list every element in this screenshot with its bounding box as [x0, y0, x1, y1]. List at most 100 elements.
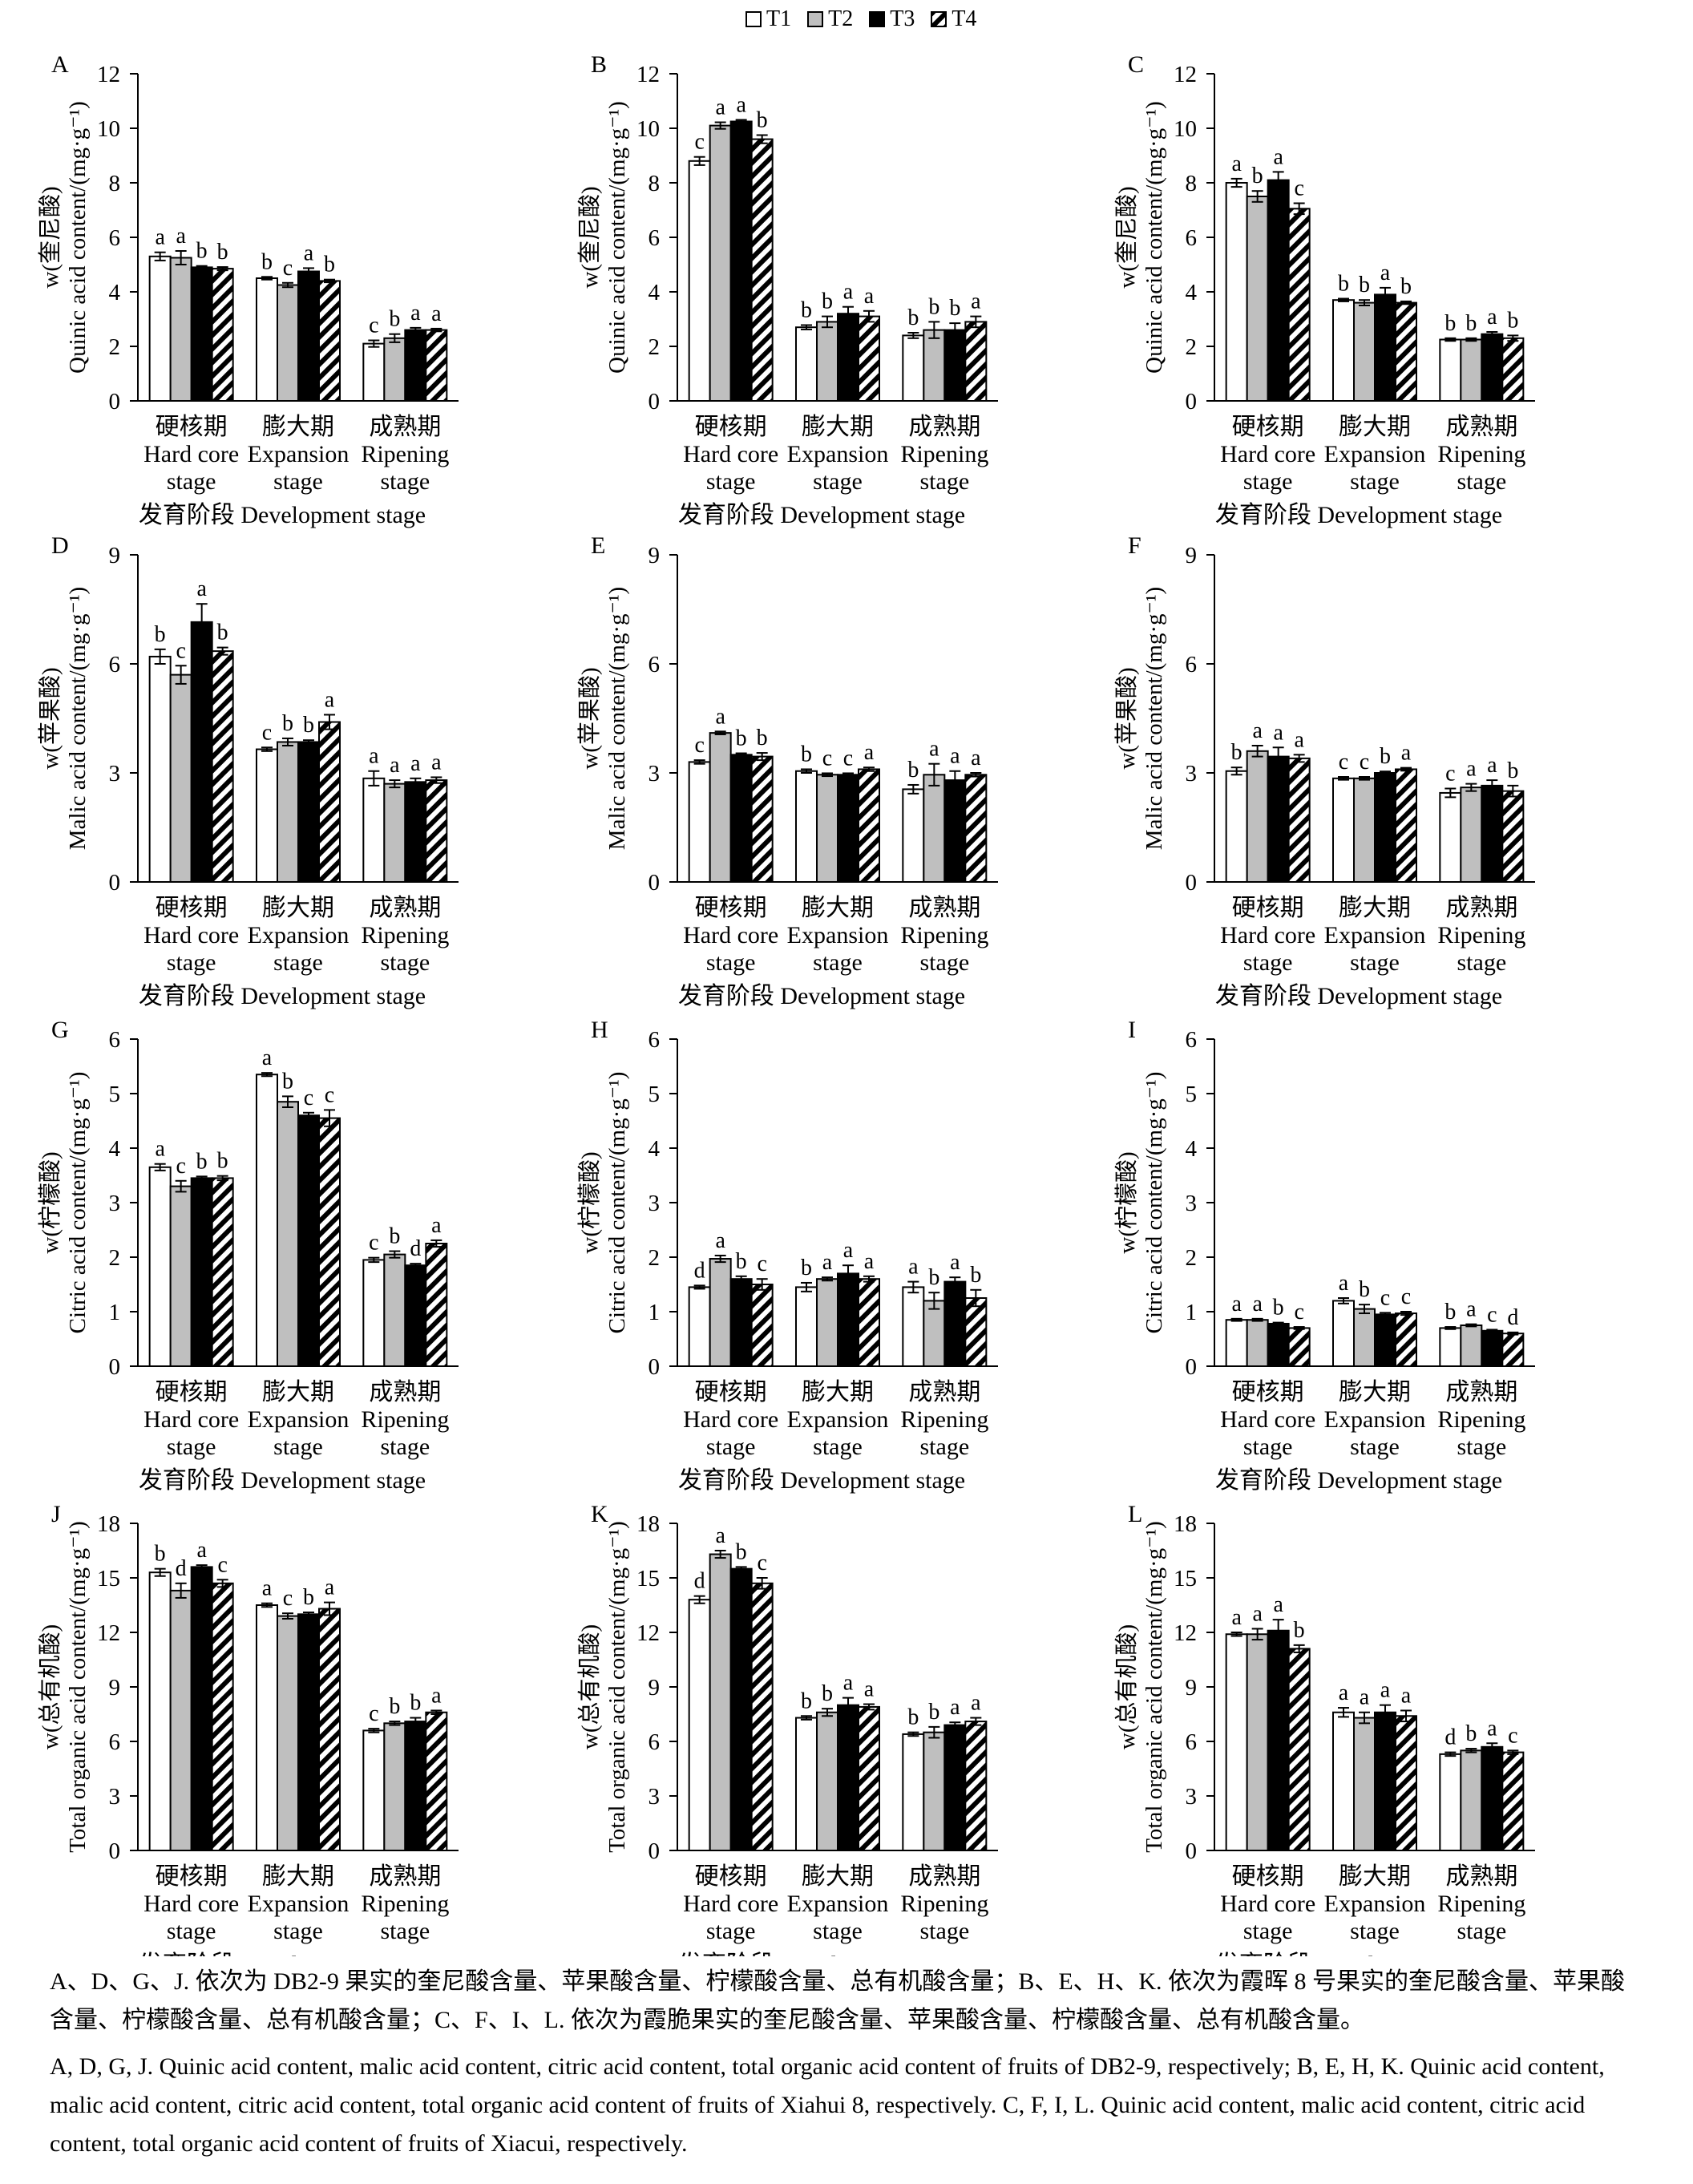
significance-letter: a: [155, 225, 165, 250]
bar-t2: [1353, 301, 1376, 402]
bar-t1: [902, 788, 925, 884]
y-tick-label: 12: [636, 1620, 660, 1646]
y-axis-label-cn: w(柠檬酸): [576, 1151, 603, 1253]
panel-letter: D: [51, 532, 69, 559]
bar-t2: [1460, 338, 1483, 402]
category-label-en: Ripening: [361, 441, 449, 467]
significance-letter: c: [217, 1552, 227, 1577]
bar-t2: [383, 783, 406, 883]
category-label-cn: 成熟期: [369, 1863, 441, 1890]
y-tick-label: 12: [97, 62, 120, 87]
category-label-en: Expansion: [787, 441, 889, 467]
panel-j: J 0 3 6 9 12 15 18 w(总有机酸) Total organic acid con…: [37, 1501, 459, 1956]
category-label-stage: stage: [381, 1434, 430, 1460]
bar-t2: [923, 774, 946, 883]
significance-letter: a: [431, 301, 442, 326]
significance-letter: a: [971, 1691, 981, 1716]
significance-letter: b: [1445, 311, 1456, 336]
bar-t3: [837, 1272, 859, 1368]
panel-letter: C: [1128, 51, 1144, 78]
y-axis-label-cn: w(总有机酸): [37, 1624, 63, 1749]
significance-letter: a: [1231, 1605, 1242, 1630]
significance-letter: b: [410, 1691, 421, 1716]
y-tick-label: 4: [1186, 1136, 1198, 1162]
significance-letter: b: [303, 713, 314, 738]
significance-letter: c: [1339, 750, 1348, 775]
significance-letter: a: [1360, 1685, 1370, 1710]
bar-t1: [256, 748, 278, 883]
bar-t1: [362, 1729, 386, 1851]
significance-letter: b: [1507, 308, 1518, 333]
category-label-stage: stage: [381, 1918, 430, 1944]
significance-letter: b: [801, 297, 812, 322]
y-axis-label-en: Quinic acid content/(mg·g⁻¹): [604, 101, 630, 374]
significance-letter: b: [757, 726, 768, 750]
bar-t4: [211, 1177, 234, 1368]
significance-letter: b: [389, 1694, 400, 1719]
category-label-cn: 硬核期: [1232, 895, 1304, 921]
significance-letter: b: [1294, 1618, 1305, 1643]
significance-letter: a: [1339, 1680, 1349, 1705]
bar-t1: [1225, 1633, 1248, 1852]
bar-t3: [190, 266, 213, 402]
legend-swatch-t1: [745, 11, 762, 27]
significance-letter: b: [801, 1256, 812, 1280]
significance-letter: b: [907, 1705, 919, 1730]
y-tick-label: 2: [109, 1245, 121, 1271]
legend-item-t4: T4: [931, 6, 976, 32]
legend-swatch-t2: [807, 11, 824, 27]
significance-letter: a: [950, 744, 960, 769]
bar-t1: [1439, 338, 1462, 402]
significance-letter: b: [217, 1149, 228, 1174]
significance-letter: a: [176, 224, 186, 249]
significance-letter: c: [176, 638, 185, 663]
category-label-en: Hard core: [143, 441, 239, 467]
category-label-en: Hard core: [143, 1406, 239, 1433]
bar-t1: [1332, 299, 1355, 402]
bar-t3: [729, 754, 753, 883]
significance-letter: b: [928, 1700, 939, 1725]
significance-letter: a: [1231, 1292, 1242, 1316]
significance-letter: b: [261, 249, 273, 274]
bar-t2: [277, 741, 299, 884]
category-label-cn: 成熟期: [1445, 414, 1517, 440]
significance-letter: b: [217, 621, 228, 645]
significance-letter: a: [1380, 261, 1391, 285]
bar-t4: [1287, 1648, 1311, 1851]
y-tick-label: 3: [1186, 1191, 1198, 1216]
y-tick-label: 2: [109, 334, 121, 360]
category-label-cn: 膨大期: [802, 1379, 874, 1405]
significance-letter: b: [1380, 744, 1391, 769]
significance-letter: c: [757, 1551, 766, 1575]
category-label-cn: 膨大期: [1339, 1863, 1411, 1890]
y-tick-label: 6: [1186, 1027, 1198, 1053]
category-label-en: Expansion: [787, 922, 889, 948]
y-axis-label-en: Malic acid content/(mg·g⁻¹): [1141, 587, 1167, 850]
bar-t1: [1225, 1319, 1248, 1367]
significance-letter: b: [324, 253, 335, 277]
category-label-cn: 硬核期: [695, 414, 767, 440]
significance-letter: a: [715, 1523, 725, 1548]
bar-t1: [1225, 182, 1248, 402]
significance-letter: a: [196, 1538, 207, 1563]
significance-letter: a: [262, 1045, 273, 1070]
bar-t4: [750, 755, 774, 883]
bar-t1: [902, 1733, 925, 1852]
bar-t3: [1267, 179, 1290, 402]
panel-letter: H: [591, 1017, 608, 1043]
significance-letter: d: [694, 1569, 705, 1594]
bar-t4: [964, 1721, 988, 1851]
significance-letter: a: [1252, 1601, 1263, 1626]
bar-t3: [943, 1724, 967, 1852]
category-label-en: Expansion: [787, 1406, 889, 1433]
category-label-en: Ripening: [1437, 922, 1525, 948]
x-axis-label: 发育阶段 Development stage: [1215, 1467, 1502, 1494]
y-axis-label-cn: w(总有机酸): [1113, 1624, 1140, 1749]
y-tick-label: 2: [649, 1245, 661, 1271]
significance-letter: c: [1445, 761, 1455, 786]
category-label-stage: stage: [920, 1918, 970, 1944]
category-label-stage: stage: [167, 1918, 216, 1944]
category-label-stage: stage: [167, 468, 216, 495]
bar-t1: [902, 334, 925, 402]
